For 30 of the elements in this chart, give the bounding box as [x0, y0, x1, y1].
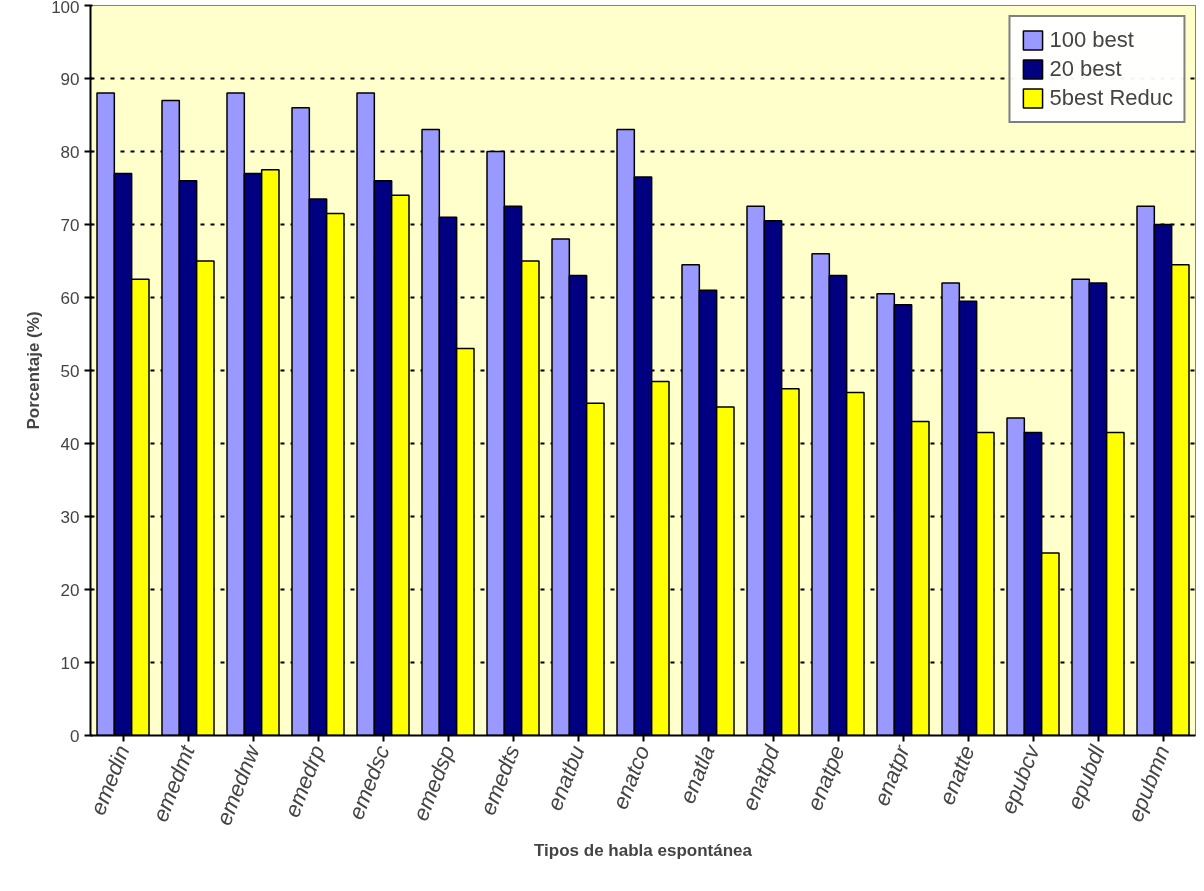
- x-tick-label: enatpd: [736, 741, 785, 814]
- y-tick-label: 40: [60, 434, 80, 454]
- y-tick-label: 60: [60, 288, 80, 308]
- y-tick-label: 100: [51, 0, 80, 17]
- x-tick-label: epubdl: [1062, 740, 1111, 813]
- y-tick-label: 70: [60, 215, 80, 235]
- y-tick-label: 0: [70, 726, 80, 746]
- x-tick-label: emedrp: [279, 741, 330, 821]
- x-tick-label: enatco: [607, 741, 655, 813]
- x-tick-label: emedsc: [343, 741, 395, 823]
- y-tick-label: 80: [60, 142, 80, 162]
- y-tick-label: 30: [60, 507, 80, 527]
- x-tick-label: emedin: [85, 741, 135, 819]
- x-tick-label: enatte: [934, 741, 980, 809]
- x-tick-label: epubmn: [1122, 741, 1175, 826]
- legend-label: 20 best: [1049, 56, 1122, 82]
- x-tick-label: enatla: [674, 741, 720, 807]
- x-tick-label: emedts: [475, 741, 525, 819]
- y-tick-label: 20: [60, 580, 80, 600]
- y-tick-label: 10: [60, 653, 80, 673]
- x-tick-label: enatpe: [801, 741, 850, 814]
- y-tick-label: 90: [60, 69, 80, 89]
- x-tick-label: epubcv: [995, 740, 1046, 818]
- legend-label: 5best Reduc: [1049, 85, 1173, 111]
- x-tick-label: enatbu: [541, 741, 590, 814]
- x-axis-title: Tipos de habla espontánea: [534, 841, 753, 861]
- y-axis-title: Porcentaje (%): [24, 311, 44, 430]
- legend-label: 100 best: [1049, 27, 1134, 53]
- x-tick-label: enatpr: [868, 740, 916, 810]
- y-tick-label: 50: [60, 361, 80, 381]
